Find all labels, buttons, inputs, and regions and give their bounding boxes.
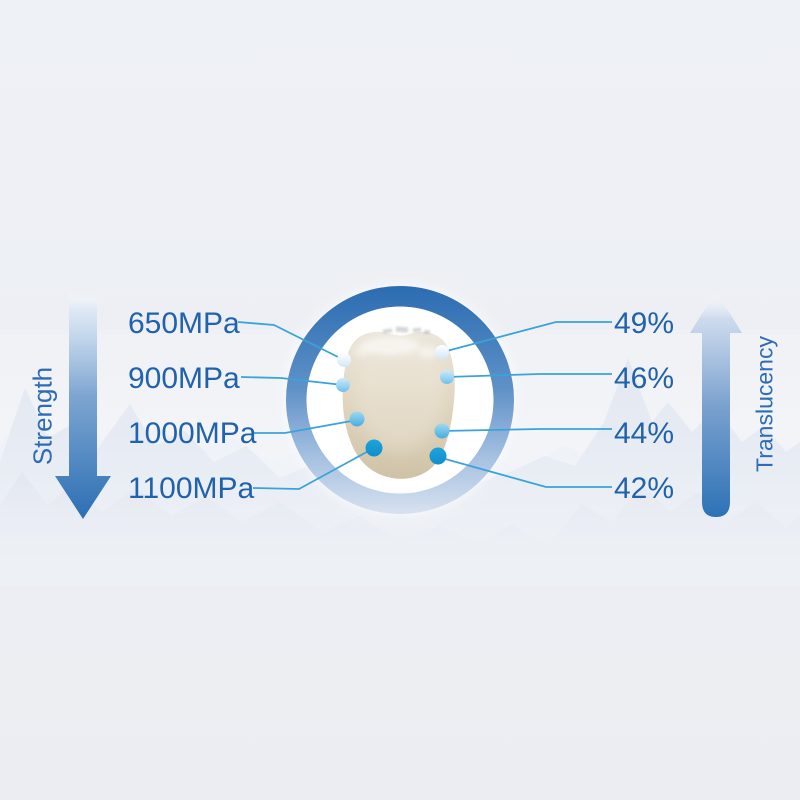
layer-dot <box>434 423 450 439</box>
layer-dots <box>336 345 454 465</box>
translucency-value-44: 44% <box>614 417 675 450</box>
blank-stamp-marks <box>382 326 430 334</box>
translucency-arrow-up-icon <box>690 291 742 517</box>
translucency-axis-label: Translucency <box>751 336 778 472</box>
strength-value-900: 900MPa <box>128 362 240 395</box>
connector-650mpa <box>237 321 345 361</box>
connector-1100mpa <box>252 447 375 490</box>
connector-lines <box>237 321 612 490</box>
connector-1000mpa <box>253 419 358 434</box>
layer-dot <box>337 353 351 367</box>
layer-dot <box>365 439 383 457</box>
connector-44pct <box>441 428 612 432</box>
strength-value-1000: 1000MPa <box>128 417 257 450</box>
strength-axis-label: Strength <box>27 366 58 466</box>
connector-49pct <box>442 321 612 353</box>
tooth-highlight <box>360 337 420 355</box>
circle-ring <box>286 286 514 514</box>
connector-46pct <box>446 373 612 378</box>
connector-42pct <box>437 456 612 488</box>
strength-arrow-down-icon <box>55 292 111 519</box>
translucency-value-42: 42% <box>614 472 675 505</box>
layer-dot <box>429 447 447 465</box>
translucency-value-49: 49% <box>614 307 675 340</box>
translucency-value-46: 46% <box>614 362 675 395</box>
layer-dot <box>349 411 365 427</box>
layer-dot <box>336 378 350 392</box>
layer-dot <box>440 370 454 384</box>
strength-value-650: 650MPa <box>128 307 240 340</box>
layer-dot <box>435 345 449 359</box>
strength-value-1100: 1100MPa <box>128 472 255 505</box>
connector-900mpa <box>240 376 344 386</box>
